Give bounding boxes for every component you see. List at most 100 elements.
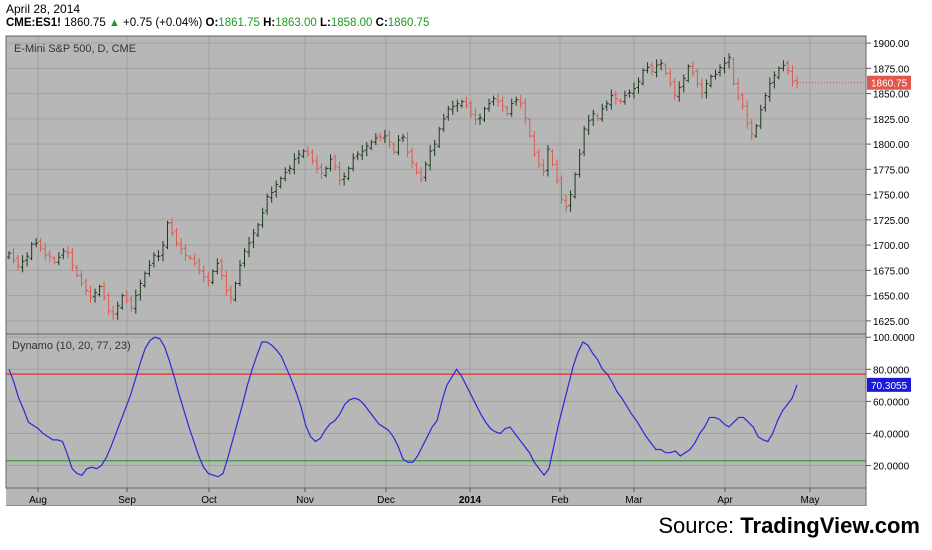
osc-tick-label: 80.0000 bbox=[873, 365, 910, 376]
ohlc-bar bbox=[102, 281, 107, 301]
time-tick-label: 2014 bbox=[459, 495, 482, 506]
source-credit: Source: TradingView.com bbox=[658, 513, 920, 539]
price-panel bbox=[6, 36, 866, 334]
ohlc-bar bbox=[305, 146, 310, 158]
ohlc-bar bbox=[283, 167, 288, 182]
time-tick-label: Nov bbox=[296, 495, 314, 506]
ohlc-bar bbox=[115, 301, 120, 320]
ohlc-bar bbox=[138, 279, 143, 301]
ohlc-bar bbox=[613, 90, 618, 105]
ohlc-bar bbox=[7, 251, 11, 260]
price-tick-label: 1675.00 bbox=[873, 266, 910, 277]
ohlc-bar bbox=[296, 150, 301, 165]
ohlc-bar bbox=[34, 238, 39, 248]
ohlc-bar bbox=[183, 244, 188, 262]
ohlc-bar bbox=[11, 248, 16, 264]
ohlc-bar bbox=[278, 176, 283, 189]
ohlc-bar bbox=[704, 79, 709, 99]
price-tick-label: 1800.00 bbox=[873, 140, 910, 151]
ohlc-bar bbox=[170, 217, 175, 237]
ohlc-bar bbox=[554, 159, 559, 184]
ohlc-bar bbox=[61, 248, 66, 260]
ohlc-bar bbox=[387, 130, 392, 149]
ohlc-bar bbox=[477, 113, 482, 125]
ohlc-bar bbox=[251, 228, 256, 249]
ohlc-bar bbox=[342, 172, 347, 186]
last-price-badge bbox=[867, 75, 911, 90]
ohlc-bar bbox=[677, 81, 682, 102]
ohlc-bar bbox=[174, 227, 179, 248]
ohlc-bar bbox=[106, 292, 111, 315]
header-date: April 28, 2014 bbox=[6, 2, 81, 16]
ohlc-bar bbox=[609, 89, 614, 110]
ohlc-bar bbox=[29, 242, 34, 261]
ohlc-bar bbox=[197, 258, 202, 275]
ohlc-bar bbox=[215, 258, 220, 275]
ohlc-bar bbox=[165, 220, 170, 250]
price-tick-label: 1825.00 bbox=[873, 115, 910, 126]
ohlc-bar bbox=[690, 61, 695, 77]
ohlc-bar bbox=[636, 77, 641, 94]
ohlc-bar bbox=[111, 305, 116, 320]
ohlc-bar bbox=[713, 69, 718, 80]
ohlc-bar bbox=[641, 68, 646, 86]
source-prefix: Source: bbox=[658, 513, 741, 538]
header-quote: CME:ES1! 1860.75 ▲ +0.75 (+0.04%) O:1861… bbox=[6, 17, 429, 29]
ohlc-bar bbox=[446, 105, 451, 121]
ohlc-bar bbox=[124, 290, 129, 304]
ohlc-bar bbox=[328, 154, 333, 172]
ohlc-bar bbox=[360, 145, 365, 161]
time-tick-label: Oct bbox=[201, 495, 217, 506]
last-price-label: 1860.75 bbox=[871, 79, 908, 90]
ohlc-bar bbox=[310, 149, 315, 165]
ohlc-bar bbox=[781, 60, 786, 72]
ohlc-bar bbox=[545, 145, 550, 177]
ohlc-bar bbox=[491, 95, 496, 106]
ohlc-bar bbox=[38, 238, 43, 253]
ohlc-bar bbox=[776, 66, 781, 80]
price-tick-label: 1900.00 bbox=[873, 39, 910, 50]
ohlc-bar bbox=[156, 250, 161, 262]
ohlc-bar bbox=[699, 78, 704, 99]
ohlc-bar bbox=[595, 113, 600, 121]
ohlc-bar bbox=[56, 252, 61, 266]
ohlc-bar bbox=[378, 132, 383, 142]
ohlc-bar bbox=[600, 103, 605, 122]
ohlc-bar bbox=[645, 62, 650, 74]
ohlc-bar bbox=[401, 133, 405, 143]
ohlc-bar bbox=[414, 162, 419, 175]
osc-tick-label: 40.0000 bbox=[873, 429, 910, 440]
ohlc-bar bbox=[496, 93, 501, 107]
ohlc-bar bbox=[487, 98, 492, 112]
ohlc-bar bbox=[20, 255, 25, 273]
ohlc-bar bbox=[269, 186, 274, 203]
ohlc-bar bbox=[355, 151, 360, 161]
ohlc-bar bbox=[450, 100, 455, 115]
ohlc-bar bbox=[79, 270, 84, 287]
price-tick-label: 1725.00 bbox=[873, 216, 910, 227]
ohlc-bar bbox=[133, 289, 138, 314]
ohlc-bar bbox=[237, 260, 242, 287]
ohlc-bar bbox=[591, 109, 596, 126]
ohlc-bar bbox=[763, 92, 768, 112]
chart-header: April 28, 2014 CME:ES1! 1860.75 ▲ +0.75 … bbox=[0, 0, 932, 34]
chart-area[interactable]: 1900.00 1875.00 1850.00 1825.00 1800.00 1775.… bbox=[0, 34, 932, 506]
ohlc-bar bbox=[731, 57, 736, 86]
ohlc-bar bbox=[405, 131, 410, 158]
ohlc-bar bbox=[369, 140, 374, 151]
ohlc-bar bbox=[618, 98, 623, 104]
ohlc-bar bbox=[179, 238, 184, 255]
ohlc-bar bbox=[337, 161, 342, 186]
header-open-label: O: bbox=[205, 17, 219, 29]
dynamo-line bbox=[8, 336, 798, 478]
ohlc-bar bbox=[790, 65, 795, 87]
ohlc-bar bbox=[364, 142, 369, 157]
ohlc-bar bbox=[745, 100, 750, 129]
ohlc-bar bbox=[659, 59, 664, 71]
ohlc-bar bbox=[147, 260, 152, 277]
ohlc-bar bbox=[573, 172, 578, 199]
time-tick-label: Apr bbox=[717, 495, 733, 506]
ohlc-bar bbox=[333, 154, 338, 171]
ohlc-bar bbox=[718, 64, 723, 77]
ohlc-bar bbox=[654, 59, 659, 78]
